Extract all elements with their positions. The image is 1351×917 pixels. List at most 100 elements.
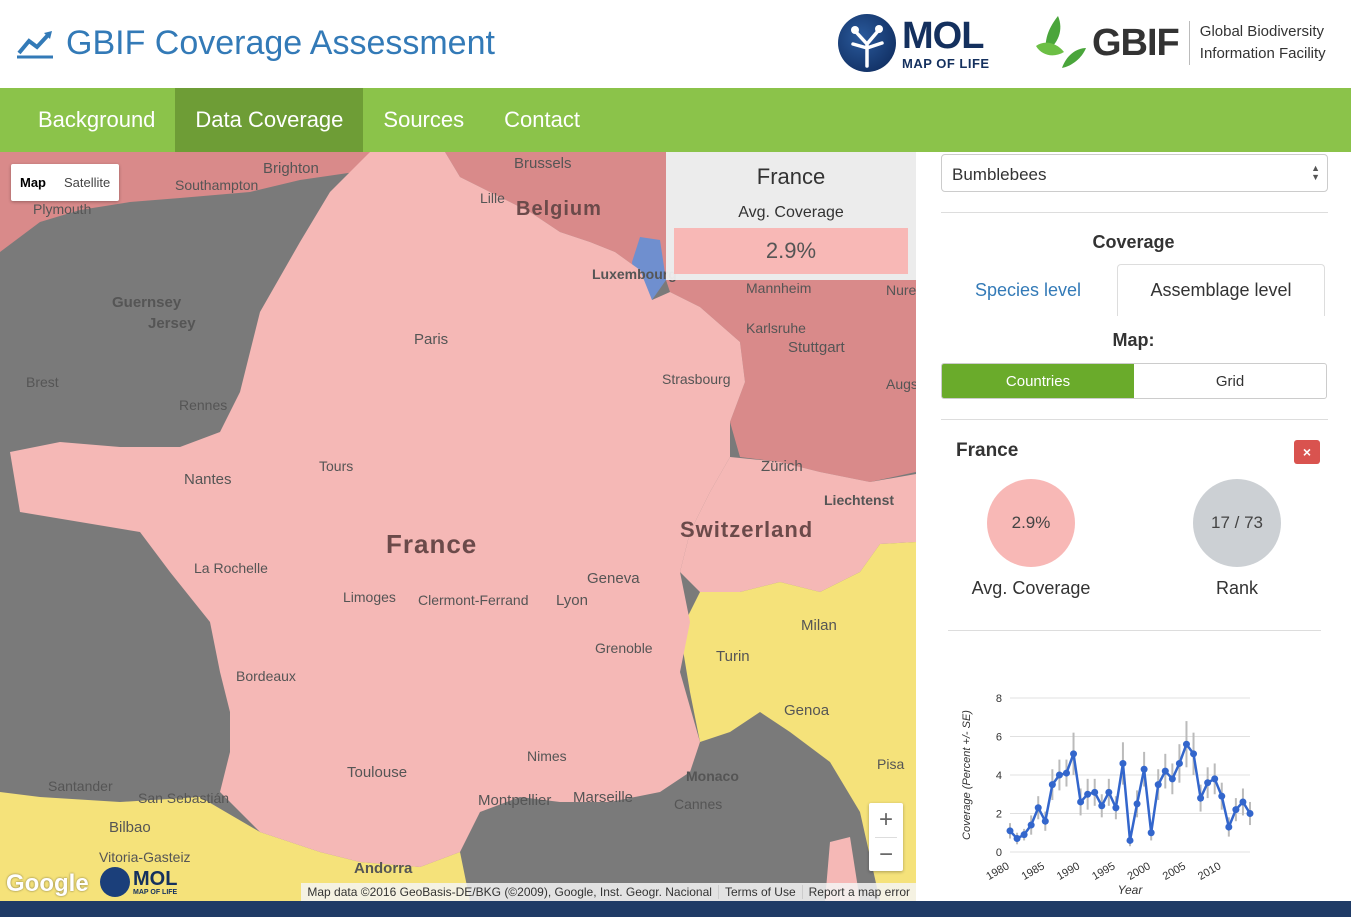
label-liechtenstein: Liechtenst [824, 492, 895, 508]
chart-point [1020, 831, 1028, 839]
close-icon: × [1302, 444, 1312, 460]
switzerland-region[interactable] [680, 457, 916, 592]
chart-point [1133, 800, 1141, 808]
countries-button[interactable]: Countries [942, 364, 1134, 398]
line-chart-icon [17, 30, 53, 58]
rank-label: Rank [1215, 578, 1259, 598]
label-brighton: Brighton [263, 160, 319, 177]
chart-ylabel: Coverage (Percent +/- SE) [961, 710, 973, 840]
tab-assemblage-level[interactable]: Assemblage level [1117, 264, 1325, 316]
label-nuremberg: Nure [886, 282, 916, 298]
google-logo[interactable]: Google [6, 870, 89, 897]
info-box-value: 2.9% [674, 228, 908, 274]
chart-point [1077, 798, 1085, 806]
chart-point [1112, 804, 1120, 812]
label-santander: Santander [48, 778, 113, 794]
label-belgium: Belgium [516, 198, 602, 220]
zoom-divider [875, 837, 897, 838]
nav-sources[interactable]: Sources [383, 107, 465, 132]
label-lille: Lille [480, 190, 505, 206]
label-andorra: Andorra [354, 860, 413, 877]
label-monaco: Monaco [686, 768, 739, 784]
select-arrows-icon: ▲ ▼ [1311, 163, 1320, 182]
mol-globe-small-icon [100, 867, 130, 897]
label-genoa: Genoa [784, 702, 830, 719]
chart-xlabel: Year [1118, 883, 1144, 897]
taxon-select[interactable]: Bumblebees ▲ ▼ [941, 154, 1328, 192]
chart-point [1197, 794, 1205, 802]
map-info-box: France Avg. Coverage 2.9% [666, 152, 916, 280]
terms-of-use-link[interactable]: Terms of Use [719, 885, 803, 899]
zoom-out-button[interactable]: − [878, 841, 893, 868]
label-nimes: Nimes [527, 748, 567, 764]
coverage-heading: Coverage [1092, 232, 1175, 252]
report-map-error-link[interactable]: Report a map error [808, 885, 910, 899]
chart-point [1190, 750, 1198, 758]
map-type-control: Map Satellite [11, 164, 120, 201]
label-brest: Brest [26, 374, 59, 390]
label-pisa: Pisa [877, 756, 905, 772]
label-milan: Milan [801, 617, 837, 634]
gbif-sub-line2: Information Facility [1199, 45, 1326, 62]
tab-species-level[interactable]: Species level [974, 279, 1082, 300]
label-vitoria: Vitoria-Gasteiz [99, 849, 191, 865]
chart-point [1140, 765, 1148, 773]
chart-point [1246, 810, 1254, 817]
chart-point [1204, 779, 1212, 787]
chart-point [1098, 802, 1106, 810]
chart-xtick-label: 1990 [1055, 860, 1082, 883]
belgium-region[interactable] [445, 152, 666, 280]
map-heading: Map: [1112, 330, 1155, 350]
label-rennes: Rennes [179, 397, 228, 413]
map-attribution: Map data ©2016 GeoBasis-DE/BKG (©2009), … [301, 883, 916, 901]
map-type-satellite-button[interactable]: Satellite [64, 175, 111, 190]
map-canvas[interactable] [0, 152, 916, 901]
map-type-map-button[interactable]: Map [20, 175, 46, 190]
chart-point [1211, 775, 1219, 783]
chart-point [1105, 788, 1113, 796]
nav-contact[interactable]: Contact [504, 107, 580, 132]
italy-region[interactable] [680, 542, 916, 901]
divider [941, 419, 1328, 420]
chart-xtick-label: 1980 [984, 860, 1011, 883]
rank-circle: 17 / 73 [1193, 479, 1281, 567]
chart-point [1048, 781, 1056, 789]
gbif-sub-line1: Global Biodiversity [1199, 23, 1324, 41]
grid-button[interactable]: Grid [1215, 372, 1245, 390]
chart-ytick-label: 4 [996, 770, 1002, 782]
label-grenoble: Grenoble [595, 640, 653, 656]
chart-point [1218, 792, 1226, 800]
chart-xtick-label: 2005 [1161, 860, 1188, 883]
label-san-sebastian: San Sebastián [138, 790, 230, 806]
taxon-select-value: Bumblebees [952, 165, 1047, 184]
chart-xtick-label: 1985 [1020, 860, 1047, 883]
france-region[interactable] [10, 152, 745, 867]
gbif-logo-word: GBIF [1092, 21, 1180, 64]
chart-point [1091, 788, 1099, 796]
chart-point [1027, 821, 1035, 829]
label-nantes: Nantes [184, 471, 232, 488]
mol-logo[interactable]: MOL MAP OF LIFE [838, 14, 990, 72]
mol-globe-icon [838, 14, 896, 72]
coverage-tabs: Species level Assemblage level [941, 264, 1325, 316]
label-plymouth: Plymouth [33, 201, 92, 217]
close-detail-button[interactable]: × [1294, 440, 1320, 464]
coverage-map[interactable]: Brighton Southampton Plymouth Brussels L… [0, 152, 916, 901]
side-panel: Bumblebees ▲ ▼ Coverage Species level Ass… [916, 152, 1351, 901]
gbif-logo[interactable]: GBIF Global Biodiversity Information Fac… [1028, 12, 1326, 74]
map-mol-logo[interactable]: MOL MAP OF LIFE [100, 867, 177, 897]
zoom-in-button[interactable]: + [878, 806, 893, 833]
chart-point [1126, 836, 1134, 844]
germany-region[interactable] [666, 280, 916, 482]
label-zurich: Zürich [761, 458, 803, 475]
label-stuttgart: Stuttgart [788, 339, 845, 356]
label-strasbourg: Strasbourg [662, 371, 731, 387]
footer-bar [0, 901, 1351, 917]
label-limoges: Limoges [343, 589, 396, 605]
nav-data-coverage[interactable]: Data Coverage [175, 88, 364, 152]
label-marseille: Marseille [573, 789, 634, 806]
app-title[interactable]: GBIF Coverage Assessment [16, 24, 495, 63]
chart-point [1161, 767, 1169, 775]
label-jersey: Jersey [148, 315, 196, 332]
nav-background[interactable]: Background [38, 107, 156, 132]
